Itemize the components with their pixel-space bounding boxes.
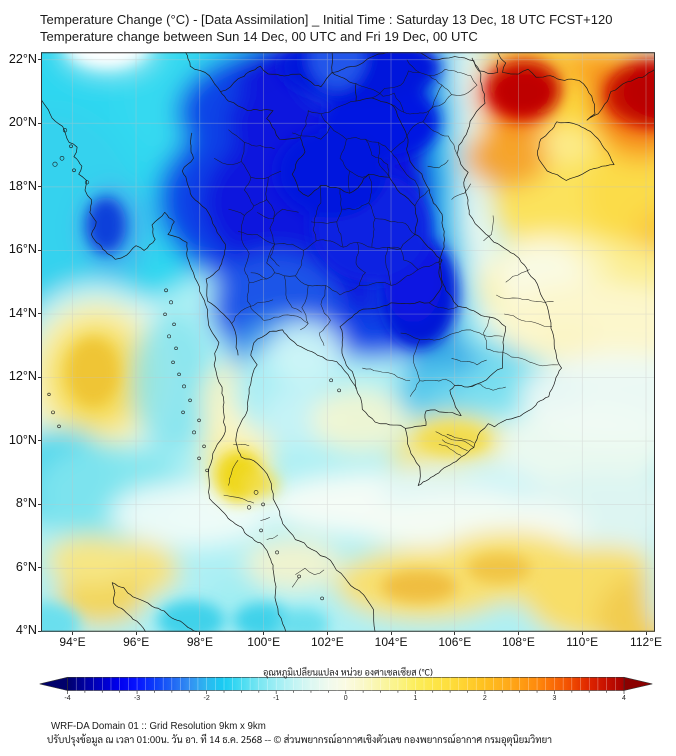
svg-text:2: 2 [483,695,487,702]
svg-text:-3: -3 [134,695,140,702]
svg-text:-1: -1 [273,695,279,702]
svg-text:3: 3 [552,695,556,702]
svg-text:4: 4 [622,695,626,702]
svg-text:0: 0 [344,695,348,702]
svg-text:-4: -4 [64,695,70,702]
svg-text:-2: -2 [204,695,210,702]
svg-text:1: 1 [413,695,417,702]
